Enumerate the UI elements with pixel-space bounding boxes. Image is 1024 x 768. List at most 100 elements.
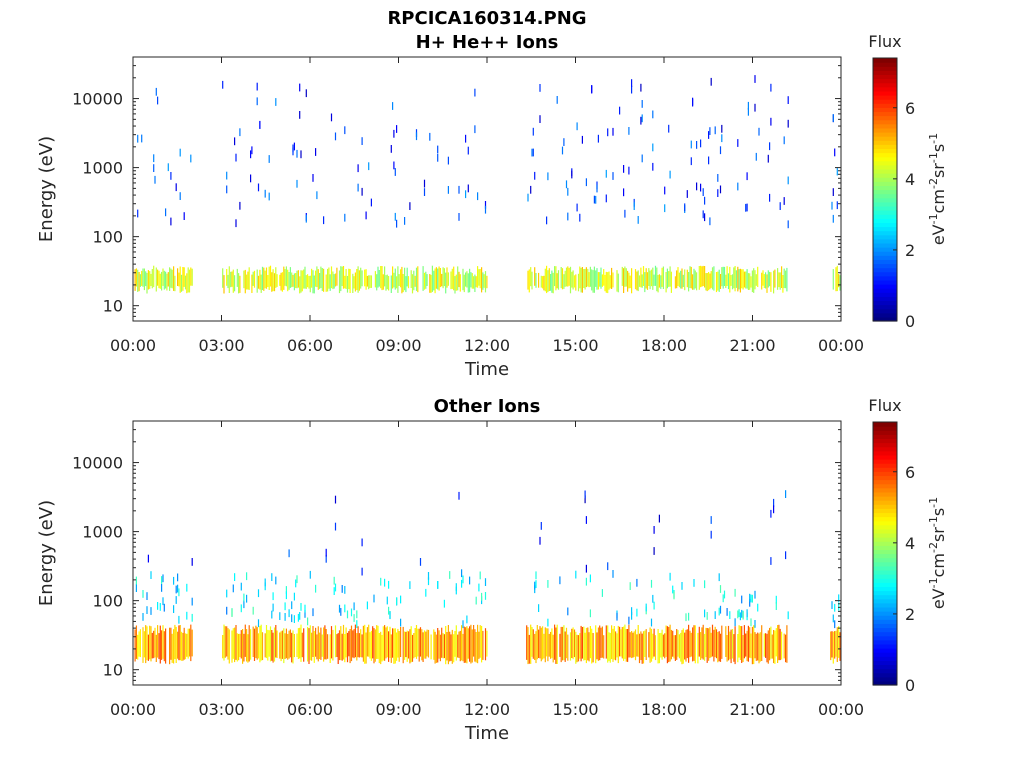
flux-cell (447, 272, 449, 286)
flux-cell (834, 148, 836, 157)
flux-cell (637, 216, 639, 224)
flux-cell (388, 631, 390, 662)
flux-cell (388, 606, 390, 615)
flux-cell (763, 274, 765, 288)
flux-cell (226, 589, 228, 598)
flux-cell (177, 631, 179, 659)
flux-cell (726, 266, 728, 286)
flux-cell (466, 626, 468, 664)
flux-cell (190, 154, 192, 163)
colorbar-swatch (873, 312, 897, 318)
flux-cell (544, 627, 546, 663)
flux-cell (542, 276, 544, 289)
flux-cell (589, 266, 591, 287)
flux-cell (624, 266, 626, 287)
flux-cell (556, 624, 558, 664)
flux-cell (612, 628, 614, 662)
flux-cell (662, 266, 664, 289)
flux-cell (381, 634, 383, 662)
flux-cell (746, 630, 748, 662)
colorbar-swatch (873, 296, 897, 302)
flux-cell (631, 607, 633, 615)
flux-cell (360, 629, 362, 658)
colorbar-swatch (873, 664, 897, 670)
flux-cell (750, 276, 752, 288)
flux-cell (402, 626, 404, 664)
x-tick-label: 15:00 (552, 700, 598, 719)
flux-cell (449, 631, 451, 662)
flux-cell (532, 629, 534, 659)
flux-cell (163, 603, 165, 612)
flux-cell (239, 275, 241, 293)
flux-cell (653, 526, 655, 534)
flux-cell (753, 268, 755, 293)
flux-cell (706, 628, 708, 663)
flux-cell (157, 625, 159, 658)
flux-cell (738, 269, 740, 290)
flux-cell (637, 625, 639, 657)
flux-cell (546, 265, 548, 294)
flux-cell (631, 79, 633, 87)
flux-cell (301, 270, 303, 292)
flux-cell (623, 188, 625, 197)
flux-cell (646, 272, 649, 290)
flux-cell (462, 633, 464, 662)
colorbar-swatch (873, 185, 897, 191)
flux-cell (323, 216, 325, 225)
flux-cell (734, 266, 736, 292)
flux-cell (385, 275, 387, 291)
flux-cell (299, 276, 301, 294)
flux-cell (719, 585, 722, 593)
x-tick-label: 12:00 (464, 700, 510, 719)
flux-cell (677, 267, 679, 286)
flux-cell (746, 203, 748, 212)
flux-cell (271, 610, 273, 619)
y-tick-label: 10 (103, 661, 123, 680)
flux-cell (725, 274, 727, 288)
flux-cell (692, 97, 694, 106)
flux-cell (701, 627, 703, 659)
flux-cell (569, 632, 572, 661)
flux-cell (463, 626, 465, 663)
colorbar-swatch (873, 553, 897, 559)
flux-cell (686, 190, 688, 198)
flux-cell (470, 272, 472, 288)
flux-cell (284, 633, 286, 659)
flux-cell (312, 626, 314, 657)
flux-cell (308, 628, 310, 664)
flux-cell (437, 268, 439, 290)
flux-cell (685, 613, 687, 622)
colorbar-swatch (873, 430, 897, 435)
flux-cell (640, 267, 642, 288)
colorbar-swatch (873, 578, 897, 583)
flux-cell (423, 272, 426, 290)
flux-cell (571, 628, 573, 658)
flux-cell (309, 570, 311, 579)
flux-cell (751, 594, 753, 603)
flux-cell (305, 89, 307, 98)
flux-cell (320, 266, 322, 288)
flux-cell (577, 635, 580, 662)
flux-cell (641, 633, 643, 664)
flux-cell (247, 271, 249, 290)
flux-cell (303, 628, 305, 662)
flux-cell (561, 146, 564, 155)
flux-cell (741, 626, 743, 663)
flux-cell (738, 625, 740, 658)
flux-cell (832, 214, 834, 223)
flux-cell (774, 269, 776, 288)
flux-cell (292, 274, 294, 287)
x-tick-label: 03:00 (198, 336, 244, 355)
flux-cell (323, 268, 325, 292)
flux-cell (585, 564, 587, 573)
flux-cell (392, 102, 394, 110)
flux-cell (188, 269, 191, 293)
flux-cell (745, 633, 747, 657)
colorbar-swatch (873, 648, 897, 653)
flux-cell (831, 601, 833, 609)
flux-cell (465, 627, 467, 663)
colorbar-title: Flux (868, 32, 901, 51)
colorbar-swatch (873, 226, 897, 232)
colorbar-swatch (873, 606, 897, 612)
colorbar-tick-label: 2 (905, 241, 915, 260)
